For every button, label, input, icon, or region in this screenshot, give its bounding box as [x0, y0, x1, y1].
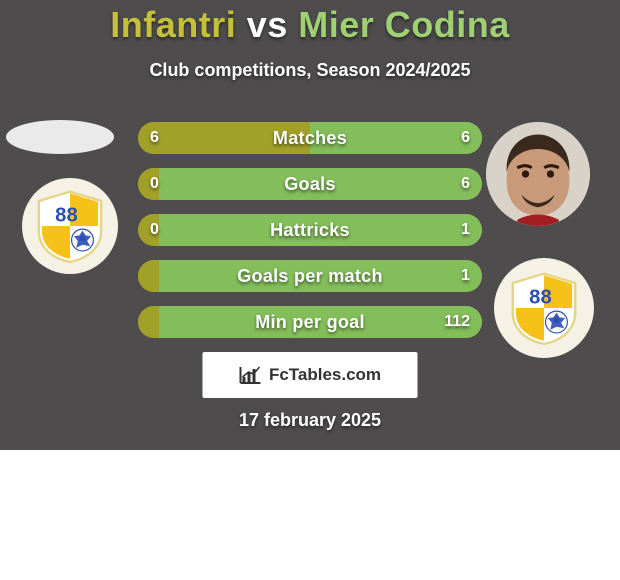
- stat-row: 0 6 Goals: [138, 168, 482, 200]
- stat-row: 112 Min per goal: [138, 306, 482, 338]
- stat-label: Hattricks: [270, 220, 350, 241]
- stat-value-right: 1: [461, 221, 470, 239]
- stat-value-right: 6: [461, 129, 470, 147]
- stat-value-left: 0: [150, 175, 159, 193]
- stat-row: 0 1 Hattricks: [138, 214, 482, 246]
- stat-row: 6 6 Matches: [138, 122, 482, 154]
- face-icon: [486, 122, 590, 226]
- club-badge-right: 88: [494, 258, 594, 358]
- chart-icon: [239, 365, 263, 385]
- player-left-name: Infantri: [110, 4, 236, 45]
- bar-left: [138, 306, 159, 338]
- stat-value-left: 0: [150, 221, 159, 239]
- subtitle: Club competitions, Season 2024/2025: [0, 60, 620, 81]
- avatar-right: [486, 122, 590, 226]
- page-title: Infantri vs Mier Codina: [0, 0, 620, 46]
- stat-label: Goals: [284, 174, 336, 195]
- club-badge-left: 88: [22, 178, 118, 274]
- date-text: 17 february 2025: [0, 410, 620, 431]
- stat-value-left: 6: [150, 129, 159, 147]
- avatar-left: [6, 120, 114, 154]
- stat-label: Min per goal: [255, 312, 365, 333]
- brand-badge: FcTables.com: [203, 352, 418, 398]
- stat-row: 1 Goals per match: [138, 260, 482, 292]
- stat-label: Matches: [273, 128, 347, 149]
- stat-rows: 6 6 Matches 0 6 Goals 0 1 Hattricks 1 Goals per ma…: [138, 122, 482, 338]
- stat-value-right: 112: [444, 313, 470, 331]
- vs-separator: vs: [236, 4, 298, 45]
- stat-label: Goals per match: [237, 266, 383, 287]
- bar-left: [138, 260, 159, 292]
- svg-text:88: 88: [529, 286, 552, 308]
- stat-value-right: 6: [461, 175, 470, 193]
- player-right-name: Mier Codina: [298, 4, 510, 45]
- stat-value-right: 1: [461, 267, 470, 285]
- svg-text:88: 88: [55, 204, 78, 226]
- brand-text: FcTables.com: [269, 365, 381, 385]
